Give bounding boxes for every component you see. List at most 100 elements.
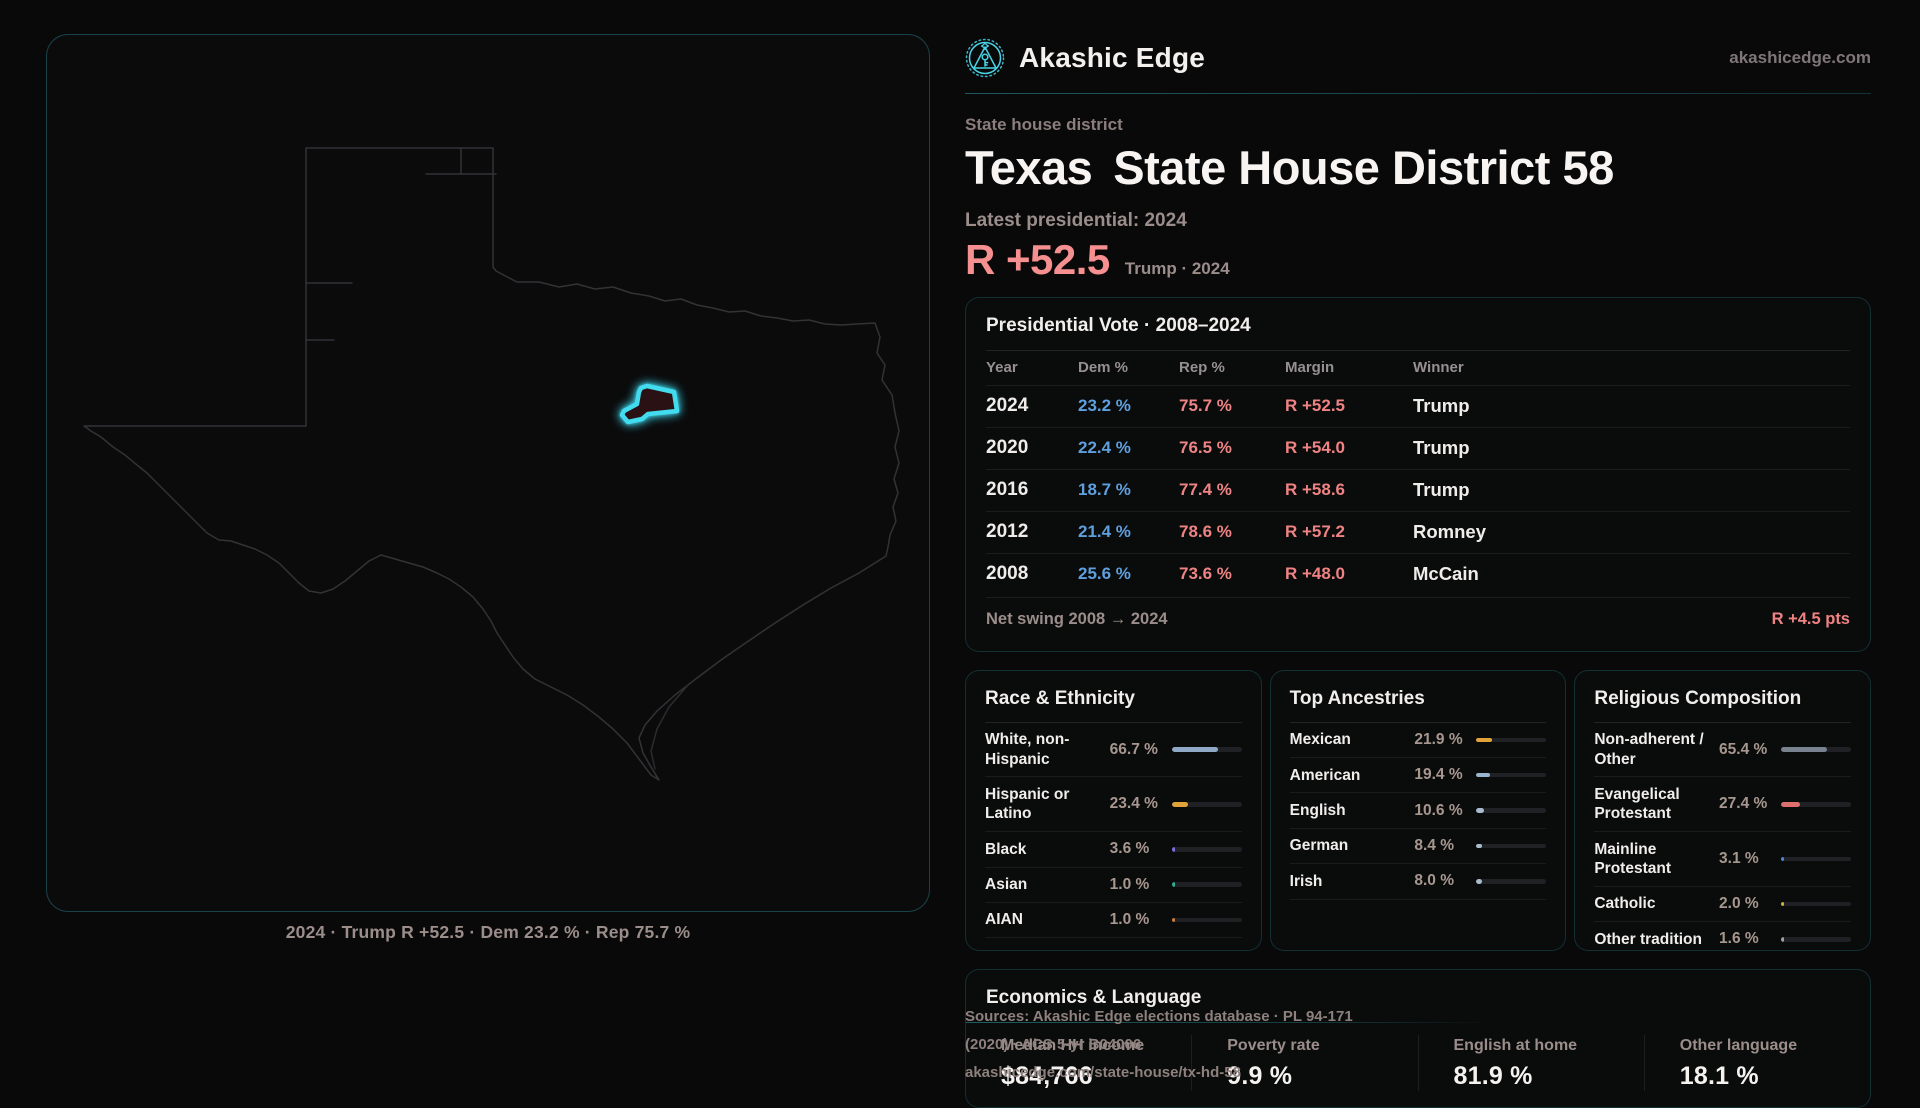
stat-value: 19.4 % <box>1414 766 1463 784</box>
stat-label: Asian <box>985 876 1028 893</box>
stat-row: AIAN 1.0 % <box>985 903 1242 939</box>
stat-value: 3.6 % <box>1109 840 1150 858</box>
stat-bar-track <box>1476 808 1547 813</box>
economics-stat-value: 81.9 % <box>1453 1061 1533 1090</box>
divider <box>985 721 1242 723</box>
winner-cell: McCain <box>1413 563 1479 585</box>
stat-label: English <box>1289 801 1346 819</box>
table-header-cell: Rep % <box>1179 359 1225 377</box>
stat-row: Asian 1.0 % <box>985 868 1242 903</box>
net-swing-row: Net swing 2008 → 2024 R +4.5 pts <box>986 596 1850 641</box>
stat-bar-track <box>1171 802 1242 807</box>
district-shape[interactable] <box>619 383 680 425</box>
year-cell: 2024 <box>986 395 1029 417</box>
latest-presidential-label: Latest presidential: 2024 <box>965 209 1187 231</box>
table-header-cell: Dem % <box>1078 359 1129 377</box>
stat-bar-track <box>1476 737 1547 743</box>
stat-label: Hispanic or Latino <box>985 785 1070 823</box>
stat-label: German <box>1289 837 1349 855</box>
margin-row: R +52.5 Trump · 2024 <box>965 236 1871 284</box>
presidential-card: Presidential Vote · 2008–2024 Year Dem % R… <box>965 296 1871 652</box>
demographic-card: Top Ancestries Mexican 21.9 % American 19.4 … <box>1269 669 1567 951</box>
stat-row: American 19.4 % <box>1289 758 1547 794</box>
economics-stat: English at home 81.9 % <box>1417 1034 1644 1091</box>
net-swing-value: R +4.5 pts <box>1771 609 1850 628</box>
margin-cell: R +58.6 <box>1285 480 1346 500</box>
stat-value: 1.0 % <box>1109 911 1150 929</box>
stat-bar-track <box>1476 843 1547 849</box>
winner-cell: Trump <box>1413 395 1470 417</box>
divider <box>1594 721 1852 723</box>
map-panel <box>46 34 930 912</box>
winner-cell: Trump <box>1413 479 1470 501</box>
table-row: 2016 18.7 % 77.4 % R +58.6 Trump <box>986 468 1850 511</box>
stat-bar-fill <box>1781 747 1827 752</box>
winner-cell: Trump <box>1413 437 1470 459</box>
stat-bar-track <box>1781 802 1852 807</box>
year-cell: 2020 <box>986 437 1029 459</box>
map-coast-island-line <box>650 684 689 770</box>
stat-row: English 10.6 % <box>1289 793 1547 829</box>
stat-label: Non-adherent / Other <box>1594 731 1704 768</box>
economics-stat: Other language 18.1 % <box>1643 1034 1870 1091</box>
stat-bar-fill <box>1171 917 1175 923</box>
stat-label: Catholic <box>1594 895 1656 913</box>
demographics-row: Race & Ethnicity White, non-Hispanic 66.7 … <box>965 669 1872 951</box>
stat-bar-fill <box>1781 937 1785 942</box>
rep-pct-cell: 78.6 % <box>1179 522 1232 542</box>
presidential-table-body: 2024 23.2 % 75.7 % R +52.5 Trump 2020 22.4 % 76… <box>986 384 1850 595</box>
stat-bar-fill <box>1476 843 1483 849</box>
net-swing-label: Net swing 2008 → 2024 <box>986 609 1168 628</box>
stat-row: Black 3.6 % <box>985 832 1242 868</box>
brand-domain-link[interactable]: akashicedge.com <box>1729 48 1871 67</box>
demographic-card: Religious Composition Non-adherent / Othe… <box>1574 669 1872 951</box>
stat-row: Mexican 21.9 % <box>1289 723 1547 758</box>
stat-bar-track <box>1476 772 1547 778</box>
economics-card: Economics & Language Median HH income $84… <box>965 968 1871 1108</box>
stat-row: Catholic 2.0 % <box>1594 887 1852 923</box>
stat-value: 65.4 % <box>1719 740 1768 758</box>
stat-bar-track <box>1171 882 1242 887</box>
stat-bar-fill <box>1476 879 1482 884</box>
stat-bar-fill <box>1781 856 1785 862</box>
economics-stat-label: Median HH income <box>1001 1036 1145 1054</box>
margin-caption: Trump · 2024 <box>1124 258 1230 278</box>
stat-bar-track <box>1781 856 1852 862</box>
rep-pct-cell: 76.5 % <box>1179 438 1232 458</box>
table-row: 2008 25.6 % 73.6 % R +48.0 McCain <box>986 552 1850 595</box>
rep-pct-cell: 75.7 % <box>1179 396 1232 416</box>
dem-pct-cell: 23.2 % <box>1078 396 1131 416</box>
stat-bar-fill <box>1171 802 1189 807</box>
margin-cell: R +48.0 <box>1285 564 1346 584</box>
year-cell: 2012 <box>986 521 1029 543</box>
title-state: Texas <box>965 141 1093 194</box>
table-header-cell: Winner <box>1413 359 1464 377</box>
dem-pct-cell: 18.7 % <box>1078 480 1131 500</box>
page: { "brand": { "name": "Akashic Edge", "do… <box>46 34 1872 1108</box>
right-column: Akashic Edge akashicedge.com State house… <box>965 28 1872 1108</box>
stat-row: Irish 8.0 % <box>1289 864 1547 900</box>
stat-bar-fill <box>1171 847 1175 852</box>
stat-label: Irish <box>1289 872 1323 890</box>
stat-row: Mainline Protestant 3.1 % <box>1594 832 1852 887</box>
stat-bar-track <box>1171 747 1242 752</box>
table-header-cell: Margin <box>1285 359 1335 377</box>
stat-label: Mainline Protestant <box>1594 840 1671 877</box>
stat-bar-fill <box>1171 882 1175 887</box>
stat-value: 27.4 % <box>1719 795 1768 813</box>
stat-value: 3.1 % <box>1719 850 1759 867</box>
brand-logo-icon <box>965 38 1005 78</box>
table-row: 2012 21.4 % 78.6 % R +57.2 Romney <box>986 510 1850 553</box>
year-cell: 2016 <box>986 479 1029 501</box>
stat-bar-track <box>1171 847 1242 852</box>
dem-pct-cell: 22.4 % <box>1078 438 1131 458</box>
stat-row: Non-adherent / Other 65.4 % <box>1594 723 1852 778</box>
divider <box>1289 721 1547 723</box>
sources-url-link[interactable]: akashicedge.com/state-house/tx-hd-58 <box>965 1063 1241 1081</box>
divider <box>986 349 1850 351</box>
presidential-card-title: Presidential Vote · 2008–2024 <box>986 314 1251 336</box>
margin-cell: R +52.5 <box>1285 396 1346 416</box>
stat-value: 8.4 % <box>1414 836 1454 854</box>
stat-row: Hispanic or Latino 23.4 % <box>985 777 1242 833</box>
brand-header: Akashic Edge akashicedge.com <box>965 38 1871 78</box>
